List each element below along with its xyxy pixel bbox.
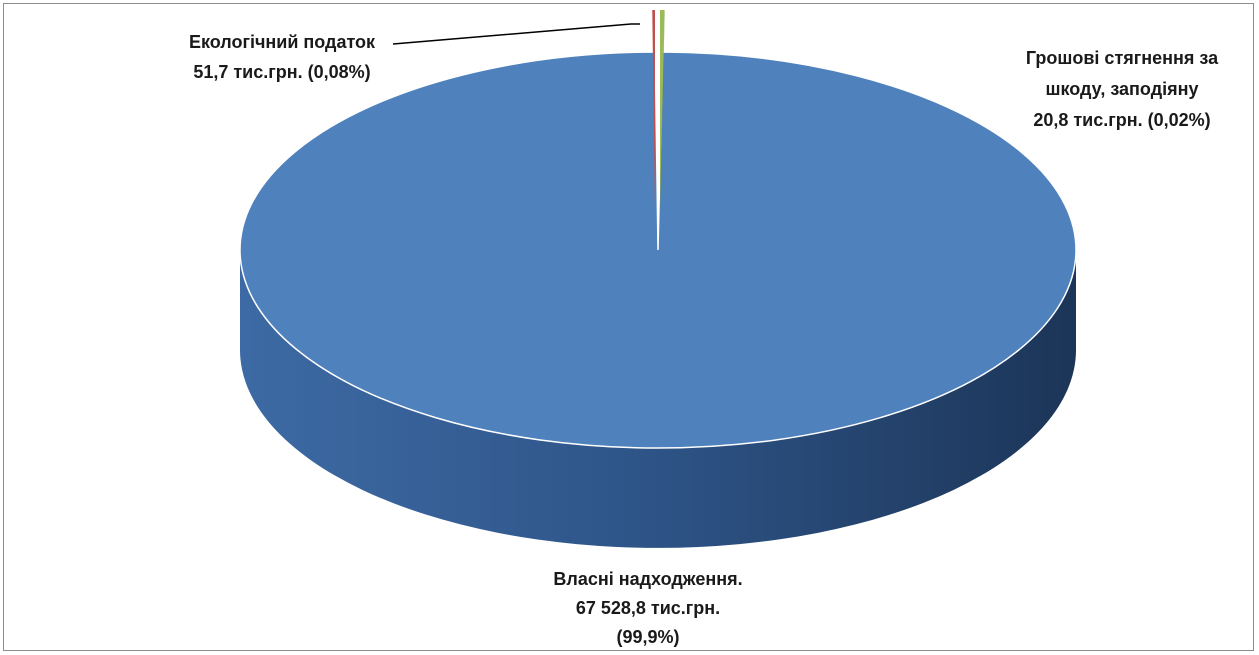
data-label-line: шкоду, заподіяну <box>1046 79 1199 99</box>
slice-vlasni-nadkhodzhennia <box>239 51 1077 449</box>
data-label-line: 20,8 тис.грн. (0,02%) <box>1033 110 1210 130</box>
slice-side-vlasni <box>240 250 1076 548</box>
slice-hroshovi-stiahnennia <box>652 10 655 208</box>
data-label-ekolohichnyi: Екологічний податок 51,7 тис.грн. (0,08%… <box>189 32 376 82</box>
leader-line-ekolohichnyi <box>392 23 640 45</box>
slice-ekolohichnyi-podatok <box>660 10 665 208</box>
slice-side-ekolohichnyi <box>660 10 665 215</box>
data-label-line: (99,9%) <box>616 627 679 647</box>
data-label-line: 51,7 тис.грн. (0,08%) <box>193 62 370 82</box>
data-label-line: 67 528,8 тис.грн. <box>576 598 720 618</box>
data-label-line: Грошові стягнення за <box>1026 48 1219 68</box>
data-label-line: Власні надходження. <box>553 569 742 589</box>
data-label-line: Екологічний податок <box>189 32 376 52</box>
data-label-hroshovi: Грошові стягнення за шкоду, заподіяну 20… <box>1026 48 1219 130</box>
data-label-vlasni: Власні надходження. 67 528,8 тис.грн. (9… <box>553 569 742 647</box>
